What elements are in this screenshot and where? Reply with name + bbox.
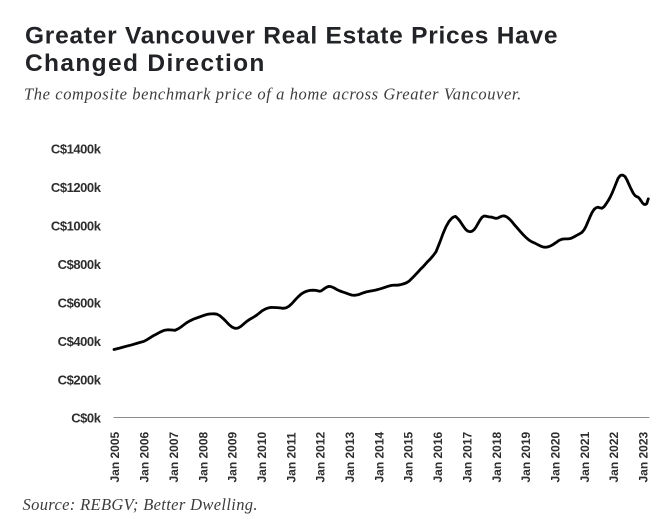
svg-text:C$800k: C$800k xyxy=(58,257,102,272)
svg-text:Jan 2016: Jan 2016 xyxy=(431,431,445,482)
svg-text:Jan 2023: Jan 2023 xyxy=(637,431,651,482)
svg-text:Jan 2017: Jan 2017 xyxy=(460,431,474,482)
svg-text:Source: REBGV; Better Dwelling: Source: REBGV; Better Dwelling. xyxy=(23,495,258,514)
svg-text:Jan 2008: Jan 2008 xyxy=(196,431,210,482)
svg-text:Jan 2011: Jan 2011 xyxy=(284,432,298,482)
svg-text:Jan 2009: Jan 2009 xyxy=(226,431,240,482)
svg-text:Jan 2015: Jan 2015 xyxy=(402,431,416,482)
svg-text:C$0k: C$0k xyxy=(71,411,101,426)
svg-text:Changed Direction: Changed Direction xyxy=(25,50,266,77)
svg-text:Jan 2007: Jan 2007 xyxy=(167,431,181,482)
svg-text:Jan 2018: Jan 2018 xyxy=(490,431,504,482)
svg-text:Greater Vancouver Real Estate: Greater Vancouver Real Estate Prices Hav… xyxy=(25,23,558,50)
svg-text:Jan 2005: Jan 2005 xyxy=(108,431,122,482)
svg-text:Jan 2012: Jan 2012 xyxy=(314,431,328,482)
svg-text:Jan 2021: Jan 2021 xyxy=(578,431,592,482)
svg-text:C$200k: C$200k xyxy=(58,372,102,387)
svg-text:Jan 2014: Jan 2014 xyxy=(372,431,386,482)
svg-text:Jan 2020: Jan 2020 xyxy=(549,431,563,482)
svg-text:C$1400k: C$1400k xyxy=(51,142,102,157)
svg-text:C$1200k: C$1200k xyxy=(51,180,102,195)
svg-text:C$600k: C$600k xyxy=(58,295,102,310)
svg-text:Jan 2010: Jan 2010 xyxy=(255,431,269,482)
svg-text:C$1000k: C$1000k xyxy=(51,219,102,234)
svg-text:Jan 2006: Jan 2006 xyxy=(138,431,152,482)
svg-text:C$400k: C$400k xyxy=(58,334,102,349)
svg-text:Jan 2022: Jan 2022 xyxy=(607,431,621,482)
svg-text:Jan 2013: Jan 2013 xyxy=(343,431,357,482)
svg-text:Jan 2019: Jan 2019 xyxy=(519,431,533,482)
svg-text:The composite benchmark price: The composite benchmark price of a home … xyxy=(24,85,522,104)
